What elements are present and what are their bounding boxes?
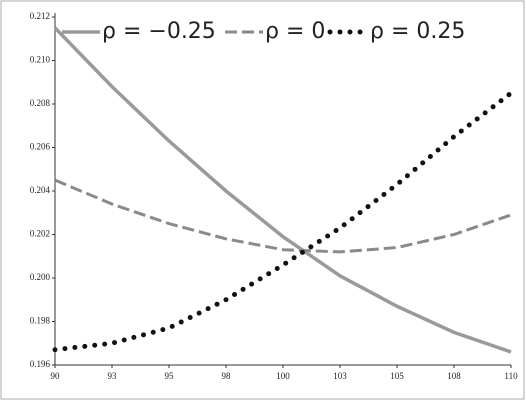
x-tick-label: 100 [276,371,290,381]
y-tick-label: 0.208 [30,98,51,108]
x-tick-label: 93 [108,371,118,381]
series-line [53,26,512,354]
legend-label: ρ = 0.25 [370,19,465,44]
x-tick-label: 103 [333,371,347,381]
y-tick-label: 0.198 [30,316,51,326]
x-tick-label: 108 [447,371,461,381]
y-tick-label: 0.202 [30,229,50,239]
y-tick-label: 0.204 [30,185,51,195]
x-tick-label: 98 [222,371,232,381]
y-tick-label: 0.210 [30,55,51,65]
x-tick-label: 110 [504,371,518,381]
legend-label: ρ = 0 [265,19,325,44]
x-tick-label: 95 [165,371,175,381]
legend-label: ρ = −0.25 [102,19,216,44]
x-tick-label: 90 [51,371,61,381]
y-tick-label: 0.200 [30,272,51,282]
y-tick-label: 0.212 [30,11,50,21]
series-line [54,178,512,254]
x-tick-label: 105 [390,371,404,381]
y-tick-label: 0.206 [30,142,51,152]
y-tick-label: 0.196 [30,359,51,369]
